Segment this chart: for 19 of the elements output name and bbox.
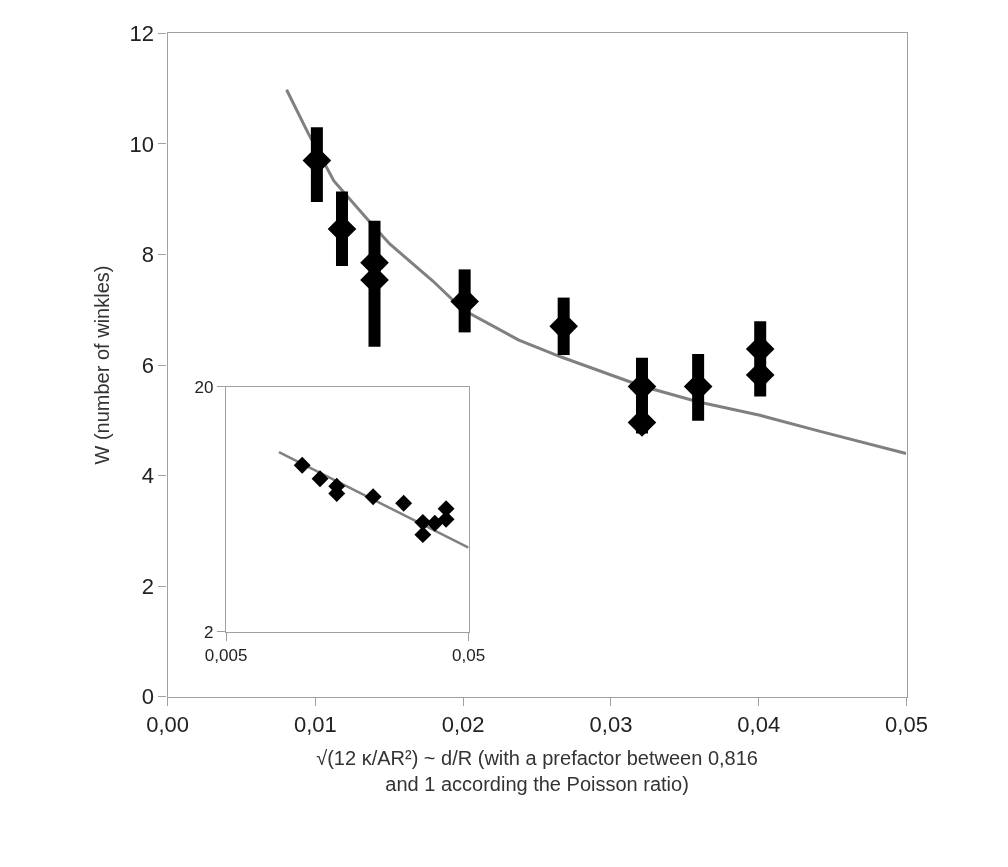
x-tick-label: 0,03 xyxy=(589,712,633,738)
x-tick-label: 0,005 xyxy=(204,646,248,666)
x-axis-title: √(12 κ/AR²) ~ d/R (with a prefactor between 0,816 and 1 according the Poisson ratio) xyxy=(316,746,758,795)
y-tick-label: 4 xyxy=(141,463,155,489)
y-tick-label: 10 xyxy=(129,131,155,157)
x-tick-label: 0,04 xyxy=(737,712,781,738)
x-tick-label: 0,05 xyxy=(452,646,486,666)
y-axis-title: W (number of winkles) xyxy=(91,265,114,465)
x-tick-label: 0,00 xyxy=(146,712,190,738)
y-tick-label: 0 xyxy=(141,684,155,710)
y-tick-label: 20 xyxy=(194,377,214,397)
y-tick-label: 8 xyxy=(141,242,155,268)
x-tick-label: 0,02 xyxy=(441,712,485,738)
y-tick-label: 2 xyxy=(141,573,155,599)
x-tick-label: 0,05 xyxy=(885,712,928,738)
y-tick-label: 12 xyxy=(129,21,155,47)
y-tick-label: 6 xyxy=(141,352,155,378)
x-tick-label: 0,01 xyxy=(293,712,337,738)
y-tick-label: 2 xyxy=(204,622,214,642)
